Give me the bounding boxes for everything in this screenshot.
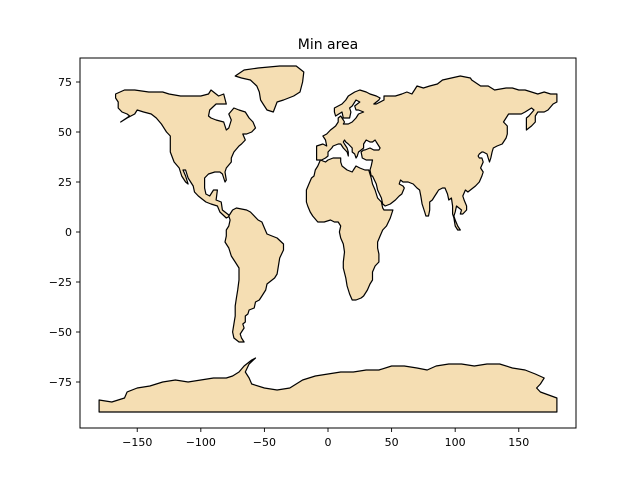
landmass-north-america <box>114 89 257 219</box>
x-tick-label: −50 <box>253 436 276 449</box>
y-tick-label: 25 <box>58 176 72 189</box>
y-tick-label: 0 <box>65 226 72 239</box>
x-tick-label: −100 <box>186 436 216 449</box>
y-tick-label: −25 <box>49 276 72 289</box>
x-axis: −150 −100 −50 0 50 100 150 <box>122 428 529 449</box>
landmass-greenland <box>234 65 305 113</box>
landmass-africa <box>305 157 394 301</box>
x-tick-label: 0 <box>325 436 332 449</box>
map-title: Min area <box>298 37 359 53</box>
landmass-south-america <box>224 207 285 343</box>
y-tick-label: −50 <box>49 326 72 339</box>
y-tick-label: 50 <box>58 126 72 139</box>
x-tick-label: 150 <box>508 436 529 449</box>
x-tick-label: −150 <box>122 436 152 449</box>
landmass-antarctica <box>98 357 558 413</box>
x-tick-label: 100 <box>445 436 466 449</box>
y-tick-label: −75 <box>49 376 72 389</box>
landmass-layer <box>98 65 558 413</box>
y-axis: 75 50 25 0 −25 −50 −75 <box>49 76 80 389</box>
landmass-eurasia <box>316 75 558 231</box>
y-tick-label: 75 <box>58 76 72 89</box>
x-tick-label: 50 <box>385 436 399 449</box>
